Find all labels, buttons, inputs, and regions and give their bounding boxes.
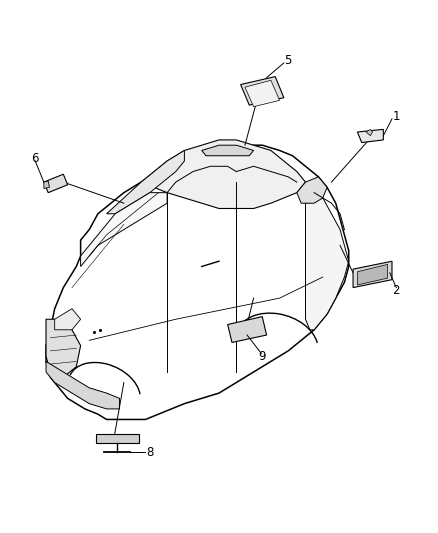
Polygon shape <box>46 361 120 409</box>
Text: 1: 1 <box>392 110 400 123</box>
Polygon shape <box>228 317 267 342</box>
Text: 2: 2 <box>392 284 400 297</box>
Polygon shape <box>357 264 388 285</box>
Text: 5: 5 <box>285 54 292 67</box>
Polygon shape <box>202 145 254 156</box>
Text: 6: 6 <box>32 152 39 165</box>
Text: 8: 8 <box>146 446 153 459</box>
Bar <box>96 434 139 443</box>
Polygon shape <box>141 140 305 208</box>
Polygon shape <box>305 192 349 330</box>
Polygon shape <box>106 150 184 214</box>
Polygon shape <box>366 130 372 136</box>
Polygon shape <box>44 181 49 189</box>
Polygon shape <box>353 261 392 288</box>
Polygon shape <box>81 192 167 266</box>
Text: 9: 9 <box>258 350 266 362</box>
Polygon shape <box>46 145 349 419</box>
Polygon shape <box>46 319 81 377</box>
Polygon shape <box>240 77 284 105</box>
Polygon shape <box>297 177 327 203</box>
Polygon shape <box>357 130 383 142</box>
Polygon shape <box>44 174 67 192</box>
Polygon shape <box>55 309 81 330</box>
Polygon shape <box>245 80 279 107</box>
